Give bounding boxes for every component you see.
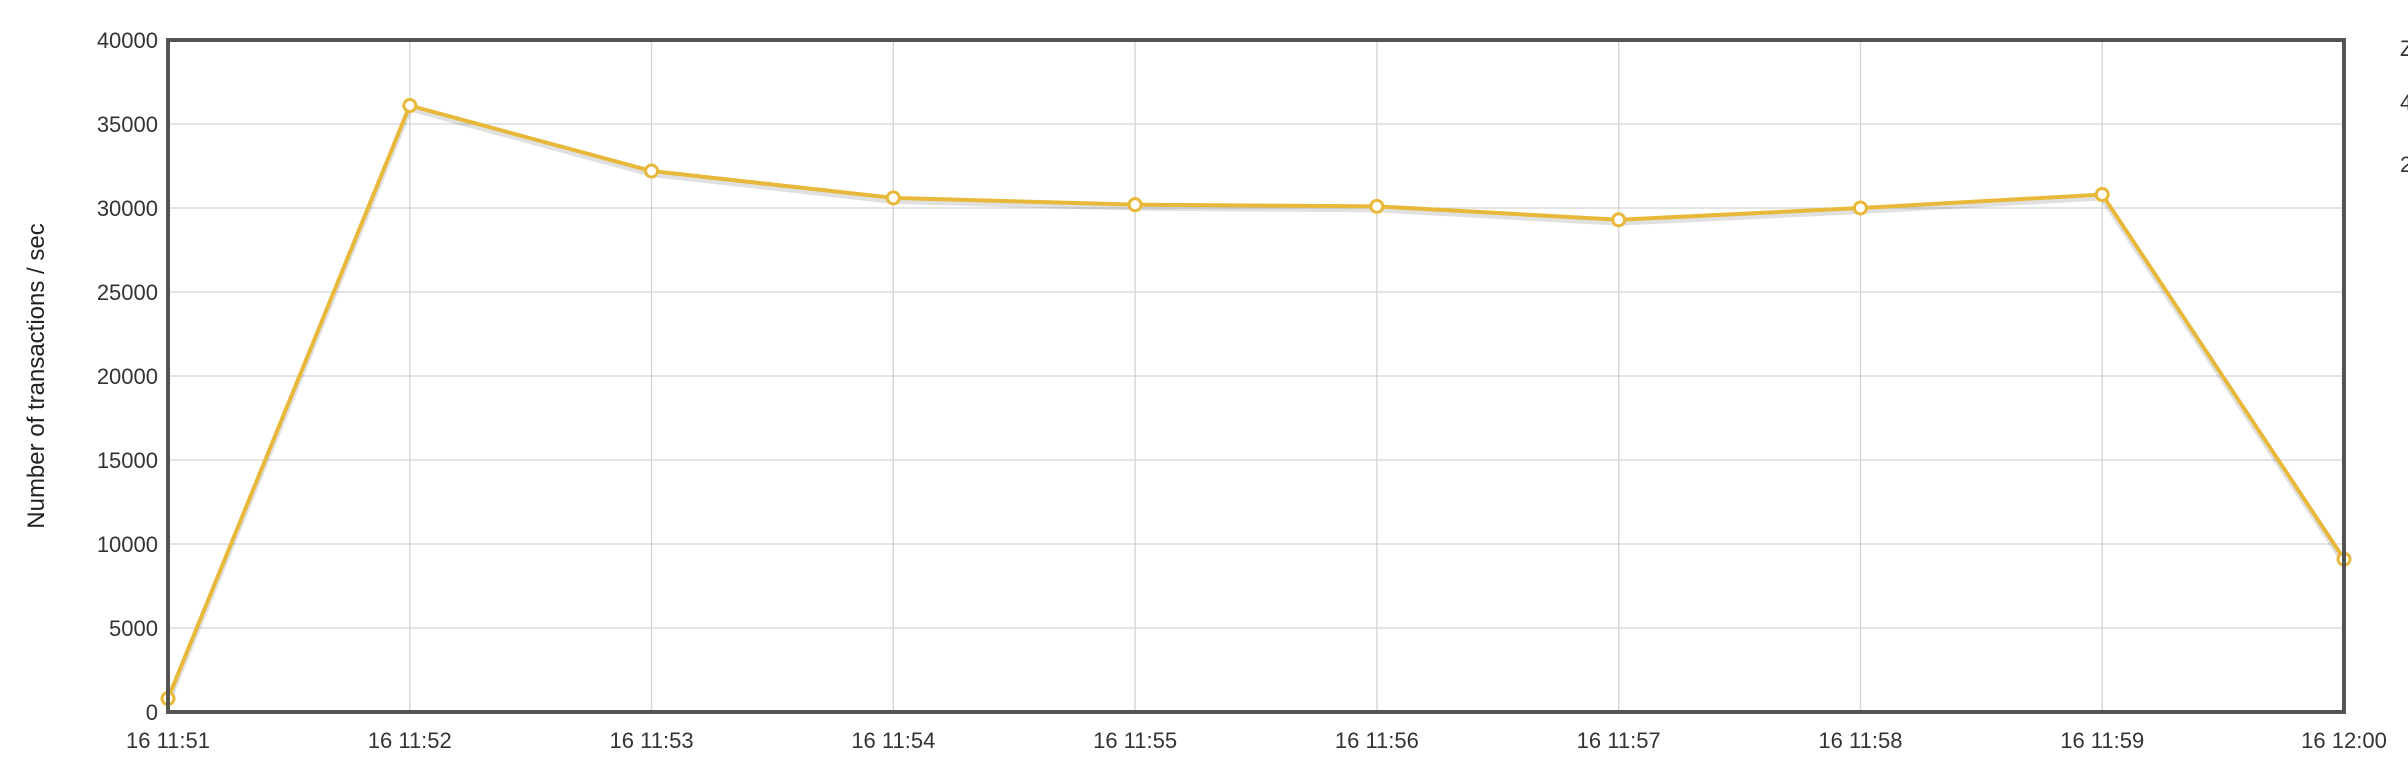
series-layer: [160, 98, 2352, 707]
y-axis-ticks: 0 5000 10000 15000 20000 25000 30000 35000 40000: [97, 28, 158, 725]
y-tick-label: 0: [146, 700, 158, 725]
data-point: [402, 98, 418, 114]
data-point: [644, 163, 660, 179]
y-tick-label: 30000: [97, 196, 158, 221]
legend-fragment: 2: [2400, 152, 2408, 177]
legend-fragment: 4: [2400, 90, 2408, 115]
grid: [167, 39, 2345, 713]
y-tick-label: 15000: [97, 448, 158, 473]
x-tick-label: 16 11:53: [610, 728, 694, 753]
x-tick-label: 16 11:57: [1577, 728, 1661, 753]
series-line: [166, 103, 2346, 701]
data-point: [2094, 187, 2110, 203]
data-point: [885, 190, 901, 206]
y-tick-label: 20000: [97, 364, 158, 389]
x-tick-label: 16 11:55: [1093, 728, 1177, 753]
y-tick-label: 40000: [97, 28, 158, 53]
data-point: [1611, 212, 1627, 228]
y-axis-title: Number of transactions / sec: [23, 223, 50, 528]
y-tick-label: 5000: [109, 616, 158, 641]
y-tick-label: 10000: [97, 532, 158, 557]
x-tick-label: 16 11:58: [1818, 728, 1902, 753]
y-tick-label: 25000: [97, 280, 158, 305]
data-point: [1369, 198, 1385, 214]
x-tick-label: 16 11:59: [2060, 728, 2144, 753]
series-line-shadow: [165, 105, 2347, 703]
plot-frame: [166, 38, 2346, 714]
x-axis-ticks: 16 11:51 16 11:52 16 11:53 16 11:54 16 11:55…: [126, 728, 2387, 753]
x-tick-label: 16 11:56: [1335, 728, 1419, 753]
legend-fragment: Z: [2400, 36, 2408, 61]
x-tick-label: 16 12:00: [2301, 728, 2387, 753]
x-tick-label: 16 11:52: [368, 728, 452, 753]
x-tick-label: 16 11:54: [851, 728, 935, 753]
data-point: [1127, 197, 1143, 213]
legend-clipped: Z 4 2: [2400, 36, 2408, 177]
x-tick-label: 16 11:51: [126, 728, 210, 753]
data-point: [1852, 200, 1868, 216]
y-tick-label: 35000: [97, 112, 158, 137]
